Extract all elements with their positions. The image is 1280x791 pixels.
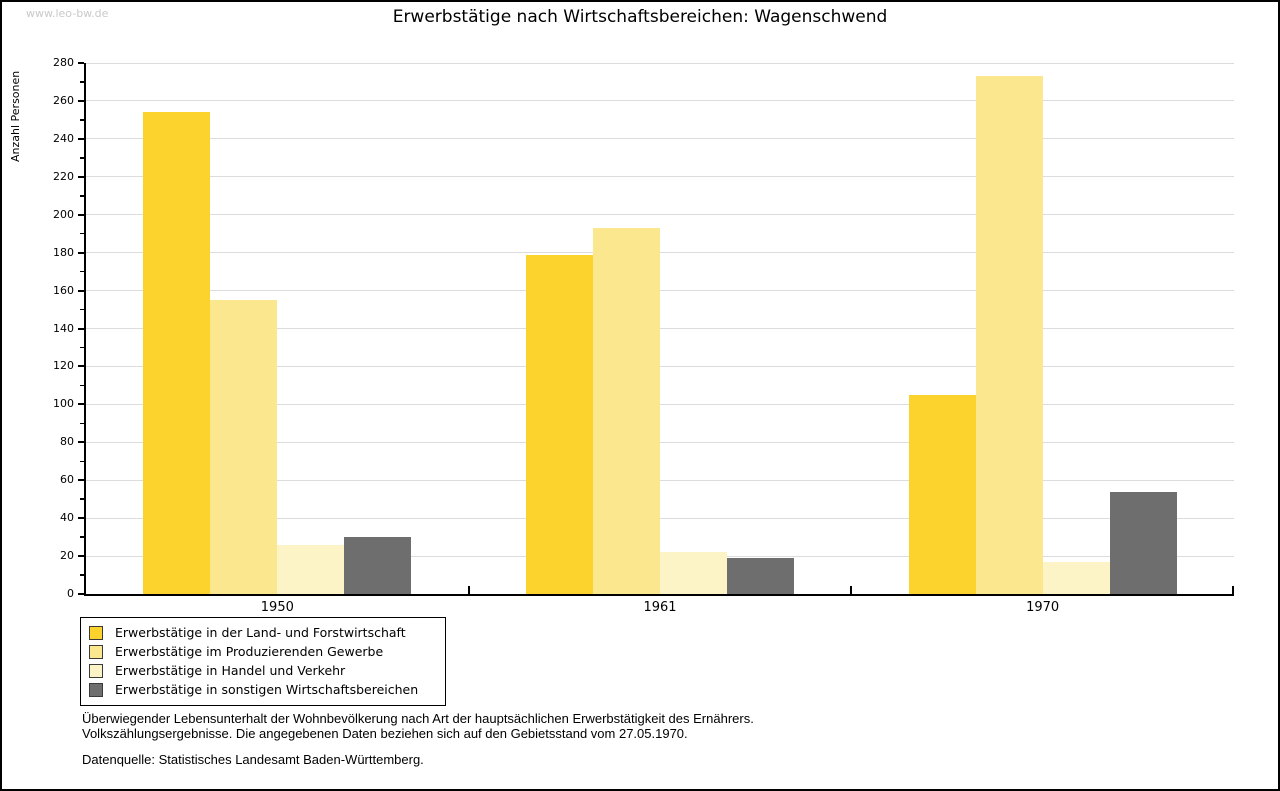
legend-label: Erwerbstätige in der Land- und Forstwirt… — [115, 625, 406, 640]
y-axis-tick — [78, 479, 84, 482]
bar-1961-series-2 — [593, 228, 660, 594]
y-axis-tick-label: 60 — [60, 473, 74, 487]
legend-box: Erwerbstätige in der Land- und Forstwirt… — [80, 617, 446, 706]
y-axis-tick — [78, 327, 84, 330]
gridline — [86, 479, 1234, 481]
y-axis-minor-tick — [80, 308, 84, 311]
y-axis-minor-tick — [80, 157, 84, 159]
y-axis-tick — [78, 517, 84, 520]
y-axis-tick-label: 20 — [60, 549, 74, 563]
gridline — [86, 138, 1234, 140]
x-axis-category-label: 1961 — [643, 600, 677, 615]
x-axis-tick — [1232, 586, 1234, 594]
gridline — [86, 328, 1234, 329]
y-axis-minor-tick — [80, 384, 84, 387]
y-axis-minor-tick — [80, 270, 84, 273]
y-axis-tick-label: 180 — [53, 245, 74, 259]
y-axis-tick-label: 280 — [53, 56, 74, 69]
x-axis-category-label: 1950 — [260, 600, 294, 615]
gridline — [86, 290, 1234, 292]
gridline — [86, 365, 1234, 367]
bar-1961-series-3 — [660, 552, 727, 594]
y-axis-minor-tick — [80, 232, 84, 235]
y-axis-title: Anzahl Personen — [9, 70, 22, 162]
legend-label: Erwerbstätige in sonstigen Wirtschaftsbe… — [115, 682, 419, 697]
bar-1970-series-4 — [1109, 491, 1177, 594]
plot-area: 0 20 40 60 80 100 120 140 160 180 200 220 240 260 280 1… — [53, 56, 1234, 615]
y-axis-tick-label: 0 — [67, 587, 74, 600]
bar-1970-series-1 — [908, 394, 976, 594]
y-axis-tick — [78, 251, 84, 254]
y-axis-minor-tick — [80, 422, 84, 425]
y-axis-tick-label: 40 — [60, 511, 74, 525]
legend-item-1: Erwerbstätige in der Land- und Forstwirt… — [89, 623, 437, 642]
bar-1961-series-4 — [727, 557, 794, 594]
legend-swatch-icon — [89, 625, 103, 640]
legend-item-4: Erwerbstätige in sonstigen Wirtschaftsbe… — [89, 680, 437, 699]
gridline — [86, 100, 1234, 102]
y-axis-tick — [78, 593, 84, 595]
bar-1970-series-3 — [1042, 561, 1110, 594]
legend-item-3: Erwerbstätige in Handel und Verkehr — [89, 661, 437, 680]
y-axis-tick — [78, 175, 84, 178]
bar-1950-series-2 — [210, 300, 278, 594]
watermark: www.leo-bw.de — [26, 7, 109, 20]
legend-swatch-icon — [89, 663, 103, 678]
y-axis-minor-tick — [80, 498, 84, 500]
y-axis-minor-tick — [80, 536, 84, 538]
y-axis-minor-tick — [80, 119, 84, 121]
y-axis-tick-label: 200 — [53, 207, 74, 221]
y-axis-tick-label: 80 — [60, 435, 74, 449]
legend-swatch-icon — [89, 682, 103, 697]
y-axis-tick — [78, 555, 84, 558]
bar-1950-series-4 — [344, 537, 412, 594]
gridline — [86, 517, 1234, 519]
y-axis-tick — [78, 62, 84, 64]
y-axis-tick-label: 220 — [53, 169, 74, 183]
data-source-line: Datenquelle: Statistisches Landesamt Bad… — [82, 752, 424, 767]
legend-label: Erwerbstätige im Produzierenden Gewerbe — [115, 644, 384, 659]
y-axis-tick — [78, 403, 84, 406]
legend-item-2: Erwerbstätige im Produzierenden Gewerbe — [89, 642, 437, 661]
y-axis-tick-label: 100 — [53, 397, 74, 411]
y-axis-minor-tick — [80, 574, 84, 576]
chart-title: Erwerbstätige nach Wirtschaftsbereichen:… — [392, 7, 888, 27]
x-axis-tick — [850, 586, 853, 594]
gridline — [86, 403, 1234, 405]
footnote-line-2: Volkszählungsergebnisse. Die angegebenen… — [82, 726, 688, 741]
x-axis-category-label: 1970 — [1026, 600, 1060, 615]
y-axis-tick — [78, 213, 84, 216]
legend-label: Erwerbstätige in Handel und Verkehr — [115, 663, 346, 678]
footnote: Überwiegender Lebensunterhalt der Wohnbe… — [82, 711, 754, 767]
bar-1950-series-3 — [277, 544, 345, 594]
gridline — [86, 62, 1234, 64]
y-axis-tick-label: 240 — [53, 131, 74, 145]
gridline — [86, 214, 1234, 216]
y-axis-minor-tick — [80, 346, 84, 349]
gridline — [86, 176, 1234, 178]
y-axis-tick-label: 140 — [53, 321, 74, 335]
y-axis-tick-label: 120 — [53, 359, 74, 373]
y-axis-tick — [78, 99, 84, 102]
legend-swatch-icon — [89, 644, 103, 659]
footnote-line-1: Überwiegender Lebensunterhalt der Wohnbe… — [82, 711, 754, 726]
y-axis-minor-tick — [80, 81, 84, 83]
y-axis-tick-label: 160 — [53, 283, 74, 297]
y-axis-tick-label: 260 — [53, 93, 74, 107]
x-axis-tick — [467, 586, 470, 594]
y-axis-tick — [78, 365, 84, 368]
gridline — [86, 441, 1234, 443]
gridline — [86, 252, 1234, 254]
y-axis-tick — [78, 441, 84, 444]
y-axis-minor-tick — [80, 195, 84, 197]
y-axis-tick — [78, 289, 84, 292]
bar-1950-series-1 — [143, 112, 211, 594]
y-axis-tick — [78, 137, 84, 140]
y-axis-minor-tick — [80, 460, 84, 462]
bar-1970-series-2 — [975, 76, 1043, 594]
bar-1961-series-1 — [526, 254, 593, 594]
